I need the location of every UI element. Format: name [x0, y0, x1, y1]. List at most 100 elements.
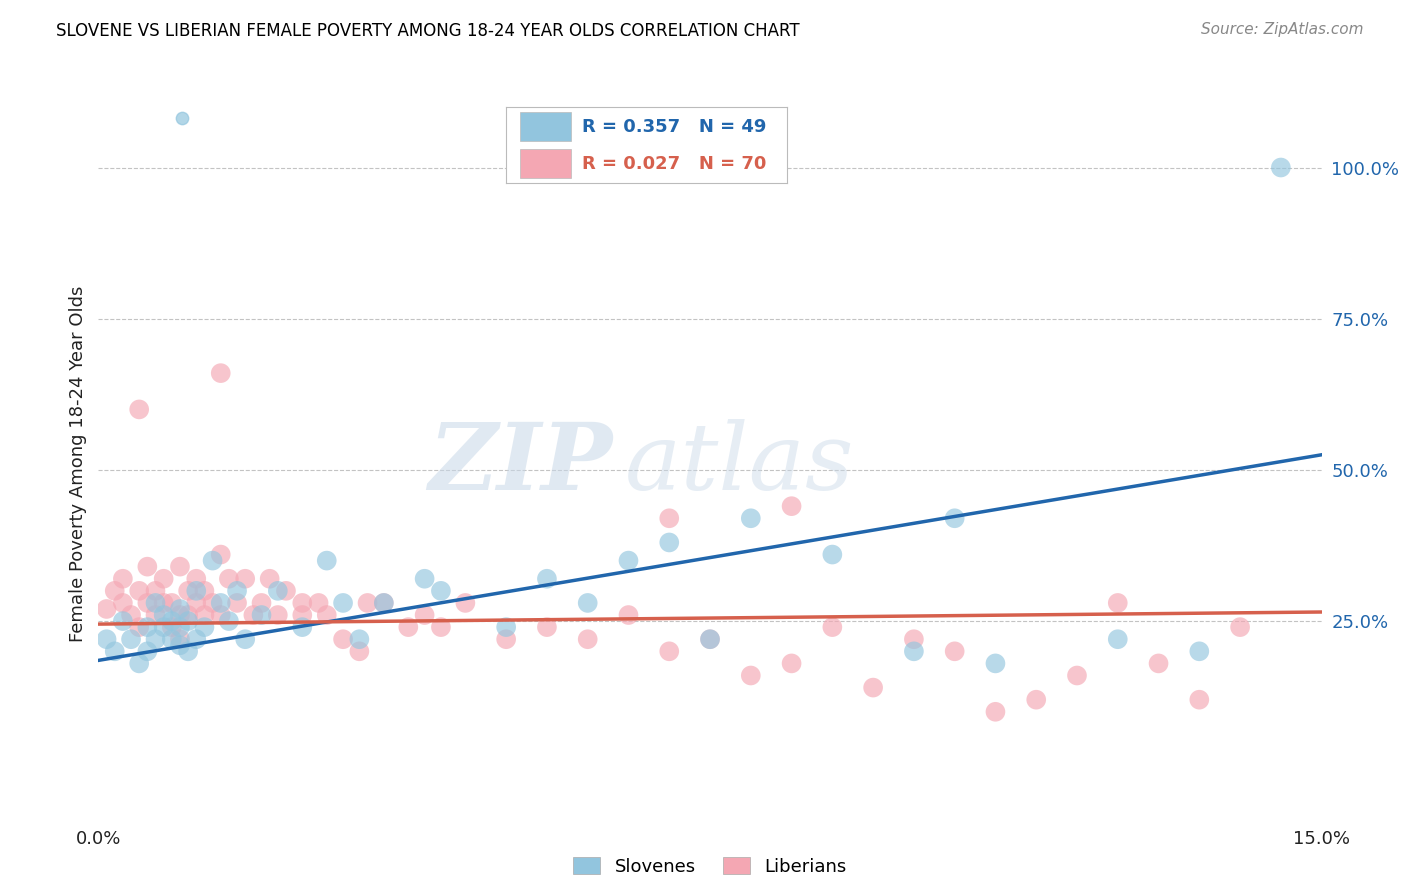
Point [291, 620, 314, 634]
Point [267, 607, 290, 622]
Legend: Slovenes, Liberians: Slovenes, Liberians [567, 850, 853, 883]
Point [250, 596, 273, 610]
Point [1025, 692, 1047, 706]
Point [177, 583, 200, 598]
Point [169, 620, 191, 634]
Point [536, 572, 558, 586]
Point [145, 632, 167, 647]
Point [242, 607, 264, 622]
Point [396, 620, 419, 634]
Point [128, 620, 150, 634]
Point [658, 644, 681, 658]
Point [576, 632, 599, 647]
Point [780, 657, 803, 671]
Point [1188, 644, 1211, 658]
Point [169, 632, 191, 647]
Point [332, 596, 354, 610]
Point [903, 644, 925, 658]
Text: R = 0.027   N = 70: R = 0.027 N = 70 [582, 155, 766, 173]
Point [259, 572, 281, 586]
Point [315, 607, 337, 622]
Point [209, 366, 232, 380]
Point [943, 511, 966, 525]
Point [1107, 632, 1129, 647]
Point [576, 596, 599, 610]
Point [186, 632, 208, 647]
Point [186, 583, 208, 598]
Point [136, 596, 159, 610]
Point [1188, 692, 1211, 706]
Point [145, 607, 167, 622]
Point [250, 607, 273, 622]
Point [226, 583, 249, 598]
Point [104, 644, 127, 658]
Point [160, 632, 183, 647]
Point [233, 572, 256, 586]
Point [495, 620, 517, 634]
Point [209, 596, 232, 610]
Point [291, 607, 314, 622]
Point [315, 553, 337, 567]
Point [169, 607, 191, 622]
Point [120, 607, 142, 622]
Text: R = 0.357   N = 49: R = 0.357 N = 49 [582, 118, 766, 136]
Point [413, 607, 436, 622]
Point [780, 499, 803, 513]
Point [267, 583, 290, 598]
Point [186, 596, 208, 610]
Point [226, 596, 249, 610]
Point [308, 596, 330, 610]
Point [233, 632, 256, 647]
Point [128, 657, 150, 671]
Point [495, 632, 517, 647]
Point [413, 572, 436, 586]
Point [291, 596, 314, 610]
Point [943, 644, 966, 658]
Point [1270, 161, 1292, 175]
Point [617, 607, 640, 622]
Point [177, 614, 200, 628]
Point [136, 644, 159, 658]
Point [145, 596, 167, 610]
Point [430, 583, 453, 598]
Text: ZIP: ZIP [427, 419, 612, 508]
Point [821, 620, 844, 634]
Point [862, 681, 884, 695]
Point [96, 602, 118, 616]
Point [1147, 657, 1170, 671]
Point [128, 402, 150, 417]
Point [104, 583, 127, 598]
Point [218, 572, 240, 586]
Point [373, 596, 395, 610]
Point [984, 705, 1007, 719]
Point [699, 632, 721, 647]
Point [658, 511, 681, 525]
Point [349, 644, 371, 658]
Point [152, 620, 174, 634]
Point [160, 596, 183, 610]
Point [136, 559, 159, 574]
Point [169, 638, 191, 652]
FancyBboxPatch shape [520, 112, 571, 141]
Point [740, 511, 762, 525]
Point [332, 632, 354, 647]
Point [160, 614, 183, 628]
Text: SLOVENE VS LIBERIAN FEMALE POVERTY AMONG 18-24 YEAR OLDS CORRELATION CHART: SLOVENE VS LIBERIAN FEMALE POVERTY AMONG… [56, 22, 800, 40]
Point [193, 620, 215, 634]
Point [136, 620, 159, 634]
Point [536, 620, 558, 634]
Point [177, 607, 200, 622]
Point [111, 614, 134, 628]
Point [201, 553, 224, 567]
Point [349, 632, 371, 647]
Point [128, 583, 150, 598]
Point [740, 668, 762, 682]
Point [209, 607, 232, 622]
Point [373, 596, 395, 610]
Point [658, 535, 681, 549]
Point [218, 614, 240, 628]
Point [152, 572, 174, 586]
FancyBboxPatch shape [520, 150, 571, 178]
Point [193, 607, 215, 622]
Point [1066, 668, 1088, 682]
